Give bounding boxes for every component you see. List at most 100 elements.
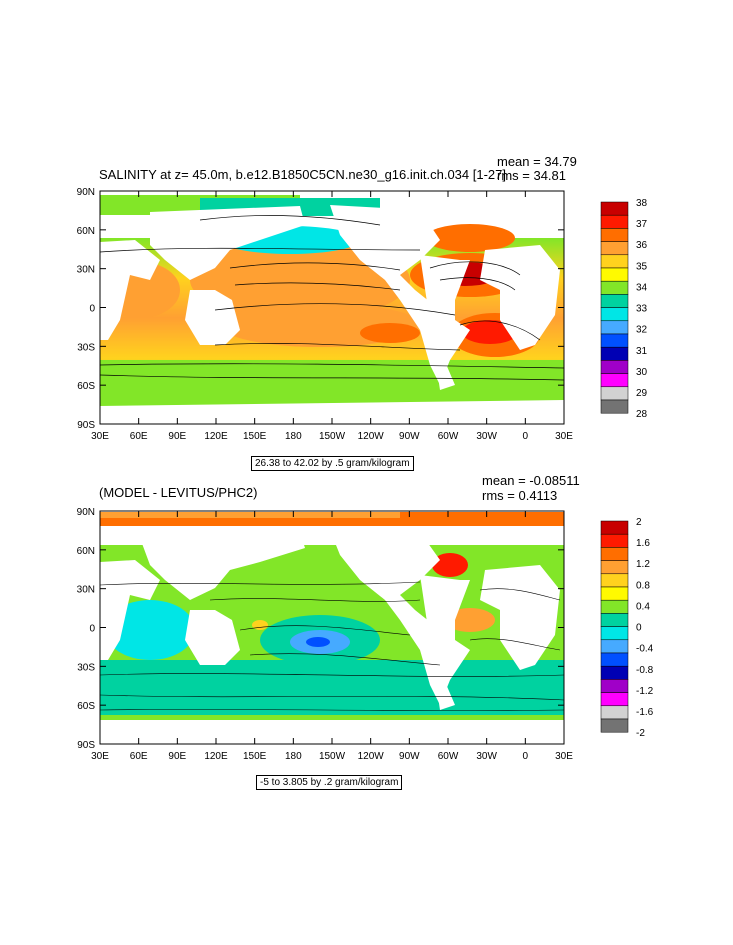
difference-field [100,511,564,744]
panel-title: (MODEL - LEVITUS/PHC2) [99,485,258,500]
colorbar-label: 30 [636,367,648,378]
colorbar-label: 38 [636,198,648,209]
lon-tick-label: 90E [168,431,186,442]
colorbar-swatch [600,333,629,348]
colorbar-label: 37 [636,219,648,230]
colorbar-swatch [600,254,629,269]
colorbar-swatch [600,346,629,361]
colorbar-swatch [600,294,629,308]
colorbar-label: 0.4 [636,601,650,612]
lat-tick-label: 30N [77,265,95,276]
colorbar-swatch [600,692,629,707]
lat-tick-label: 60S [77,701,95,712]
lon-tick-label: 30E [555,751,573,762]
lat-tick-label: 30S [77,342,95,353]
colorbar-label: 34 [636,282,648,293]
mean-value: mean = 34.79 [497,154,577,169]
lon-tick-label: 90W [399,751,420,762]
colorbar-label: -0.4 [636,644,654,655]
colorbar-swatch [600,214,629,229]
lon-tick-label: 60E [130,751,148,762]
lon-tick-label: 0 [523,431,529,442]
rms-value: rms = 0.4113 [482,488,558,503]
colorbar-label: 33 [636,304,648,315]
lon-tick-label: 150E [243,431,267,442]
colorbar-swatch [600,639,629,654]
colorbar: 2 1.6 1.2 0.8 0.4 0 -0.4 -0.8 -1.2 -1.6 -2 [600,517,654,739]
colorbar-swatch [600,718,629,733]
mean-value: mean = -0.08511 [482,473,580,488]
colorbar-swatch [600,626,629,641]
difference-map-panel: 90N 60N 30N 0 30S 60S 90S 30E 60E 90E 120E 150E 180… [0,470,733,800]
longitude-axis: 30E 60E 90E 120E 150E 180 150W 120W 90W 60W 30W 0 30… [91,191,573,442]
colorbar-label: 28 [636,409,648,420]
colorbar-swatch [600,307,629,322]
lon-tick-label: 150W [319,431,346,442]
lat-tick-label: 60S [77,381,95,392]
lon-tick-label: 90W [399,431,420,442]
colorbar-swatch [600,573,629,588]
lat-tick-label: 90N [77,507,95,518]
salinity-map-svg: 90N 60N 30N 0 30S 60S 90S 30E 60E 90E 120E 150E 180… [77,187,648,442]
colorbar-swatch [600,373,629,388]
colorbar-swatch [600,679,629,693]
lat-tick-label: 60N [77,546,95,557]
colorbar-swatch [600,360,629,374]
colorbar-label: 35 [636,261,648,272]
colorbar-swatch [600,386,629,401]
lon-tick-label: 30W [476,431,497,442]
colorbar-label: -1.6 [636,707,654,718]
lon-tick-label: 150W [319,751,346,762]
salinity-map-panel: 90N 60N 30N 0 30S 60S 90S 30E 60E 90E 120E 150E 180… [0,150,733,471]
lon-tick-label: 30E [91,751,109,762]
colorbar-swatch [600,241,629,256]
colorbar-swatch [600,520,629,535]
lon-tick-label: 60W [438,751,459,762]
salinity-field [100,191,564,424]
colorbar-swatch [600,201,629,216]
colorbar-label: 36 [636,240,648,251]
contour-info-box: -5 to 3.805 by .2 gram/kilogram [256,775,403,790]
lat-tick-label: 90S [77,420,95,431]
colorbar-swatch [600,399,629,414]
lat-tick-label: 0 [89,304,95,315]
latitude-axis: 90N 60N 30N 0 30S 60S 90S [77,187,564,431]
colorbar-label: 0 [636,623,642,634]
colorbar-swatch [600,586,629,601]
lon-tick-label: 150E [243,751,267,762]
colorbar-label: 29 [636,388,648,399]
colorbar-swatch [600,280,629,295]
colorbar-swatch [600,533,629,548]
colorbar-swatch [600,613,629,627]
lon-tick-label: 120W [358,751,385,762]
lon-tick-label: 180 [285,751,302,762]
lon-tick-label: 60E [130,431,148,442]
colorbar-swatch [600,320,629,335]
lon-tick-label: 30E [91,431,109,442]
lon-tick-label: 120E [204,431,228,442]
rms-value: rms = 34.81 [497,168,567,183]
lon-tick-label: 180 [285,431,302,442]
colorbar-label: 1.6 [636,538,650,549]
colorbar-label: 0.8 [636,580,650,591]
colorbar-swatch [600,665,629,680]
colorbar-label: 1.2 [636,559,650,570]
colorbar-label: 32 [636,325,648,336]
colorbar-label: -1.2 [636,686,654,697]
lon-tick-label: 30E [555,431,573,442]
colorbar-label: -2 [636,728,645,739]
contour-info-box: 26.38 to 42.02 by .5 gram/kilogram [251,456,414,471]
lat-tick-label: 60N [77,226,95,237]
colorbar-swatch [600,560,629,575]
difference-map-svg: 90N 60N 30N 0 30S 60S 90S 30E 60E 90E 120E 150E 180… [77,507,654,762]
lon-tick-label: 0 [523,751,529,762]
colorbar-label: 2 [636,517,642,528]
colorbar-swatch [600,228,629,242]
colorbar-swatch [600,705,629,720]
lon-tick-label: 120E [204,751,228,762]
colorbar-swatch [600,652,629,667]
colorbar-swatch [600,547,629,561]
colorbar: 38 37 36 35 34 33 32 31 30 29 28 [600,198,648,420]
lon-tick-label: 60W [438,431,459,442]
lat-tick-label: 90S [77,740,95,751]
